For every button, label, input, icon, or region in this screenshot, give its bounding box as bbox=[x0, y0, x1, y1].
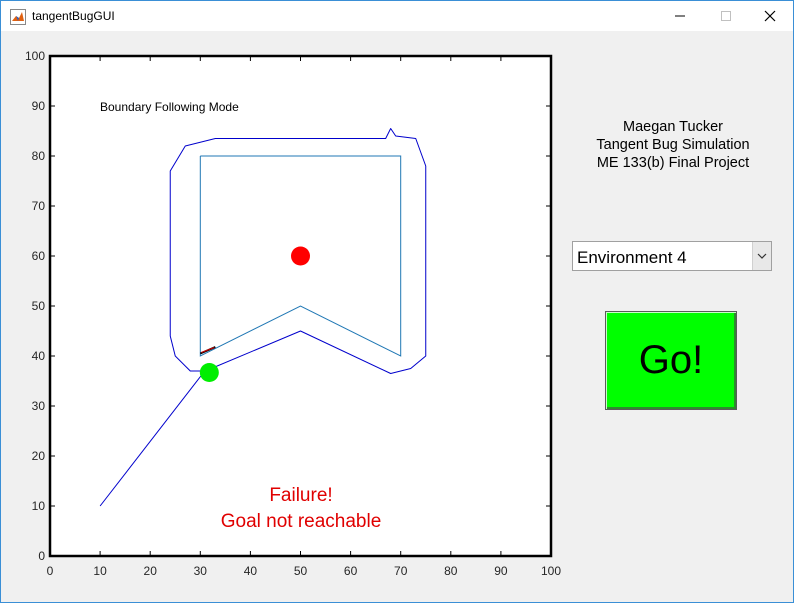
window-title: tangentBugGUI bbox=[32, 9, 115, 23]
x-tick-label: 30 bbox=[194, 564, 208, 578]
x-tick-label: 50 bbox=[294, 564, 308, 578]
x-tick-label: 80 bbox=[444, 564, 458, 578]
y-tick-label: 10 bbox=[32, 499, 46, 513]
robot-marker bbox=[199, 363, 219, 382]
obstacle-outline bbox=[199, 155, 402, 357]
y-tick-label: 70 bbox=[32, 199, 46, 213]
y-tick-label: 50 bbox=[32, 299, 46, 313]
maximize-icon bbox=[721, 11, 731, 21]
simulation-plot: 0 10 20 30 40 50 60 70 80 90 100 0 10 20 30 40 50 60 70 80 9… bbox=[25, 49, 561, 578]
environment-dropdown[interactable]: Environment 4 bbox=[572, 241, 772, 271]
project-title: Tangent Bug Simulation bbox=[596, 137, 750, 153]
x-tick-label: 10 bbox=[93, 564, 107, 578]
y-tick-label: 40 bbox=[32, 349, 46, 363]
project-info: Maegan Tucker Tangent Bug Simulation ME … bbox=[566, 118, 780, 172]
matlab-icon bbox=[10, 9, 26, 25]
minimize-button[interactable] bbox=[657, 1, 703, 31]
course-name: ME 133(b) Final Project bbox=[596, 155, 750, 171]
chevron-down-icon bbox=[757, 253, 767, 259]
y-tick-label: 30 bbox=[32, 399, 46, 413]
y-tick-label: 100 bbox=[25, 49, 45, 63]
close-button[interactable] bbox=[747, 1, 793, 31]
go-button[interactable]: Go! bbox=[605, 311, 737, 410]
x-tick-label: 70 bbox=[394, 564, 408, 578]
dropdown-arrow[interactable] bbox=[752, 242, 771, 270]
title-bar: tangentBugGUI bbox=[1, 1, 793, 31]
x-tick-label: 60 bbox=[344, 564, 358, 578]
y-tick-label: 90 bbox=[32, 99, 46, 113]
y-tick-label: 20 bbox=[32, 449, 46, 463]
x-tick-label: 90 bbox=[494, 564, 508, 578]
x-tick-label: 40 bbox=[244, 564, 258, 578]
y-tick-label: 60 bbox=[32, 249, 46, 263]
maximize-button[interactable] bbox=[703, 1, 749, 31]
robot-path-line bbox=[99, 373, 204, 507]
boundary-following-path bbox=[169, 128, 427, 374]
x-tick-label: 100 bbox=[541, 564, 561, 578]
y-tick-label: 80 bbox=[32, 149, 46, 163]
sensor-segment-highlight bbox=[201, 347, 215, 353]
goal-marker bbox=[291, 246, 310, 266]
x-tick-label: 0 bbox=[47, 564, 54, 578]
x-tick-label: 20 bbox=[144, 564, 158, 578]
mode-label: Boundary Following Mode bbox=[100, 100, 239, 114]
author-name: Maegan Tucker bbox=[623, 119, 723, 135]
axes-frame bbox=[48, 54, 553, 558]
y-tick-label: 0 bbox=[38, 549, 45, 563]
minimize-icon bbox=[675, 15, 685, 17]
environment-selected-value: Environment 4 bbox=[577, 248, 687, 267]
status-failure: Failure! bbox=[269, 485, 332, 506]
status-message: Goal not reachable bbox=[221, 511, 382, 532]
close-icon bbox=[764, 10, 776, 22]
